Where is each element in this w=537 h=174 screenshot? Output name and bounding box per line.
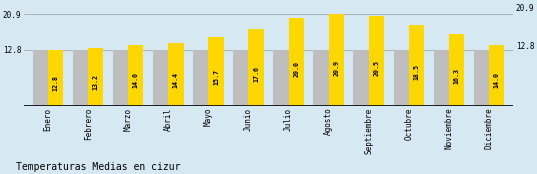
Bar <box>369 16 384 106</box>
Text: 13.2: 13.2 <box>93 74 99 90</box>
Bar <box>48 50 63 106</box>
Bar <box>208 37 223 106</box>
Text: 14.0: 14.0 <box>133 72 139 88</box>
Text: Temperaturas Medias en cizur: Temperaturas Medias en cizur <box>16 162 180 172</box>
Bar <box>273 50 288 106</box>
Text: 16.3: 16.3 <box>453 68 460 84</box>
Bar <box>353 50 369 106</box>
Bar <box>193 50 208 106</box>
Bar <box>394 50 409 106</box>
Bar <box>288 18 304 106</box>
Bar <box>153 50 168 106</box>
Bar <box>314 50 329 106</box>
Bar <box>73 50 88 106</box>
Text: 17.6: 17.6 <box>253 66 259 82</box>
Text: 12.8: 12.8 <box>53 74 59 90</box>
Text: 14.4: 14.4 <box>173 72 179 88</box>
Bar <box>409 25 424 106</box>
Bar <box>33 50 48 106</box>
Bar <box>233 50 249 106</box>
Bar <box>329 14 344 106</box>
Text: 18.5: 18.5 <box>413 64 419 80</box>
Text: 20.9: 20.9 <box>333 60 339 76</box>
Text: 20.0: 20.0 <box>293 61 299 77</box>
Bar <box>88 48 104 106</box>
Text: 20.5: 20.5 <box>373 60 379 76</box>
Bar <box>433 50 449 106</box>
Bar <box>489 45 504 106</box>
Text: 15.7: 15.7 <box>213 69 219 85</box>
Text: 14.0: 14.0 <box>494 72 499 88</box>
Bar <box>474 50 489 106</box>
Bar <box>168 43 184 106</box>
Bar <box>128 45 143 106</box>
Bar <box>449 34 464 106</box>
Bar <box>249 29 264 106</box>
Bar <box>113 50 128 106</box>
